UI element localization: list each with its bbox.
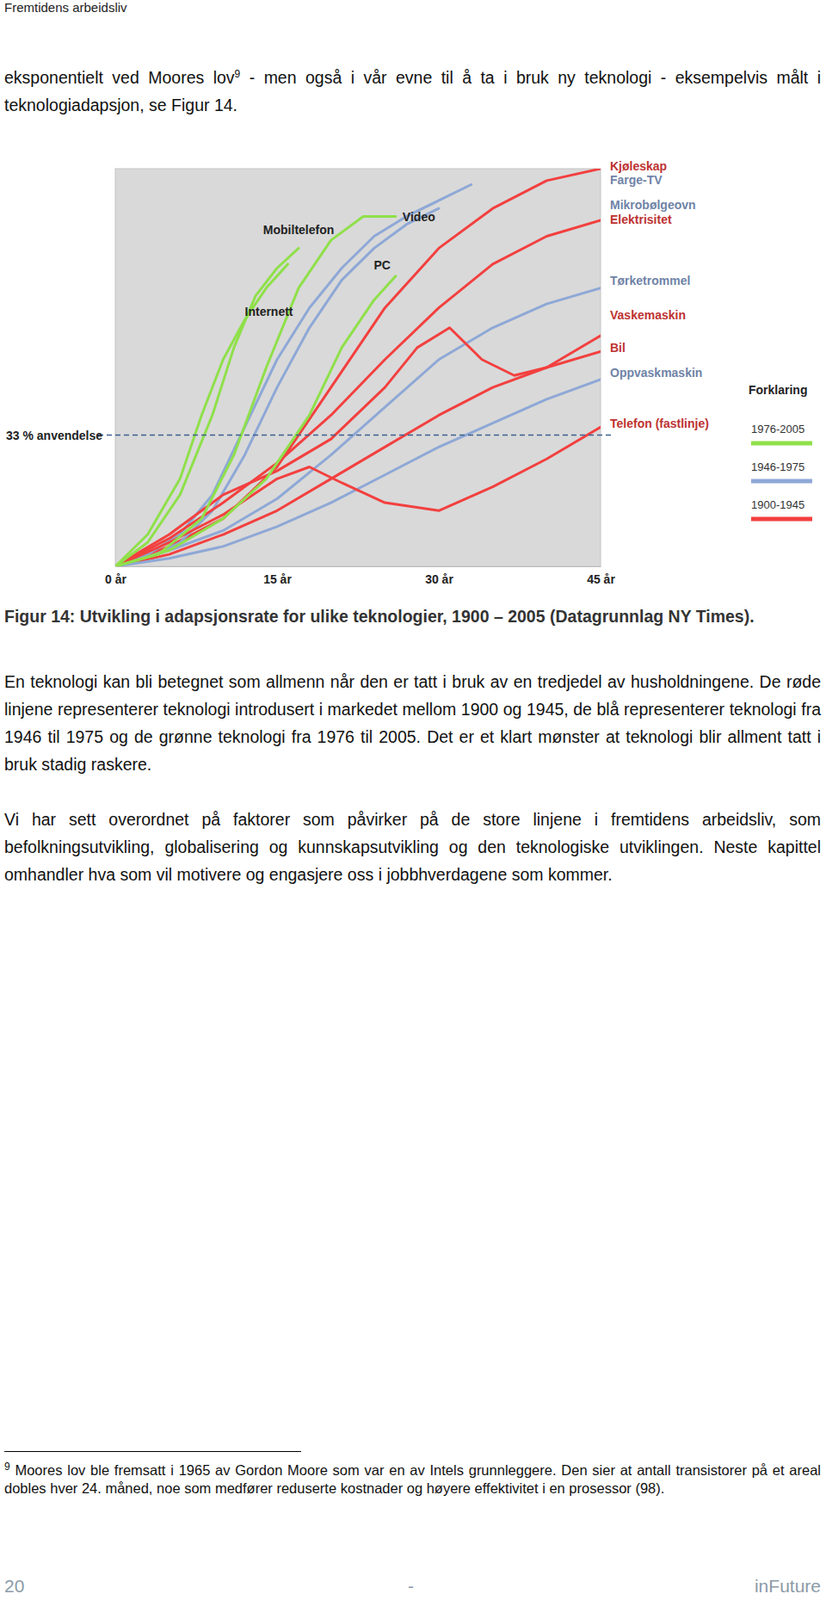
x-tick: 0 år (104, 566, 127, 586)
series-label: Tørketrommel (610, 273, 691, 288)
text: eksponentielt ved Moores lov (4, 67, 235, 87)
x-tick: 30 år (425, 566, 454, 586)
series-label: Internett (245, 304, 294, 319)
series-label: Elektrisitet (610, 212, 672, 227)
plot-area (115, 168, 601, 567)
series-line (115, 208, 439, 567)
footnote-text: Moores lov ble fremsatt i 1965 av Gordon… (4, 1461, 821, 1496)
x-axis-line (116, 566, 602, 568)
series-label: Bil (610, 340, 626, 355)
tick-label: 45 år (586, 572, 616, 586)
x-tick: 45 år (586, 566, 616, 586)
chart: 33 % anvendelse 0 år 15 år 30 år 45 år Kjøles… (0, 159, 826, 598)
legend-label: 1946-1975 (751, 460, 805, 474)
series-line (115, 220, 601, 567)
footnote-rule (4, 1450, 302, 1452)
tick-label: 30 år (425, 572, 454, 586)
series-label: Telefon (fastlinje) (610, 416, 709, 431)
footer-separator: - (407, 1575, 414, 1597)
series-label: Vaskemaskin (610, 308, 686, 322)
legend-swatch (751, 441, 813, 446)
lines (115, 168, 601, 567)
series-labels: KjøleskapFarge-TV MikrobølgeovnElektrisit… (245, 159, 709, 431)
legend-label: 1900-1945 (751, 498, 805, 512)
footnote: 9 Moores lov ble fremsatt i 1965 av Gord… (4, 1460, 821, 1498)
series-label: PC (373, 258, 390, 272)
legend-swatch (751, 517, 813, 522)
series-line (115, 184, 472, 567)
series-line (115, 426, 601, 567)
page-header: Fremtidens arbeidsliv (4, 0, 128, 15)
series-line (115, 288, 601, 567)
reference-line (98, 434, 611, 437)
series-label: Oppvaskmaskin (610, 365, 703, 380)
series-line (115, 168, 601, 567)
space (10, 1461, 16, 1478)
figure-caption: Figur 14: Utvikling i adapsjonsrate for … (4, 604, 821, 629)
series-label: Video (402, 209, 436, 224)
series-label: Mikrobølgeovn (610, 197, 697, 212)
series-label: Farge-TV (610, 172, 663, 187)
series-line (115, 247, 299, 567)
footnote-ref: 9 (4, 1460, 11, 1473)
paragraph: En teknologi kan bli betegnet som allmen… (4, 667, 821, 778)
legend-title: Forklaring (748, 382, 808, 397)
legend: Forklaring 1976-2005 1946-1975 1900-1945 (748, 382, 813, 519)
paragraph: eksponentielt ved Moores lov9 - men også… (4, 63, 821, 119)
series-line (115, 215, 396, 567)
series-label: Mobiltelefon (263, 222, 334, 237)
footnote-ref: 9 (234, 67, 241, 81)
footer-publisher: inFuture (754, 1575, 821, 1597)
paragraph: Vi har sett overordnet på faktorer som p… (4, 805, 821, 888)
x-axis: 0 år 15 år 30 år 45 år (104, 566, 616, 586)
tick-label: 0 år (104, 572, 127, 586)
legend-label: 1976-2005 (751, 422, 805, 436)
legend-swatch (751, 479, 813, 484)
reference-label: 33 % anvendelse (6, 428, 103, 443)
series-label: Kjøleskap (610, 159, 667, 173)
page-number: 20 (4, 1575, 25, 1597)
series-line (115, 276, 396, 567)
tick-label: 15 år (263, 572, 292, 586)
x-tick: 15 år (263, 566, 292, 586)
